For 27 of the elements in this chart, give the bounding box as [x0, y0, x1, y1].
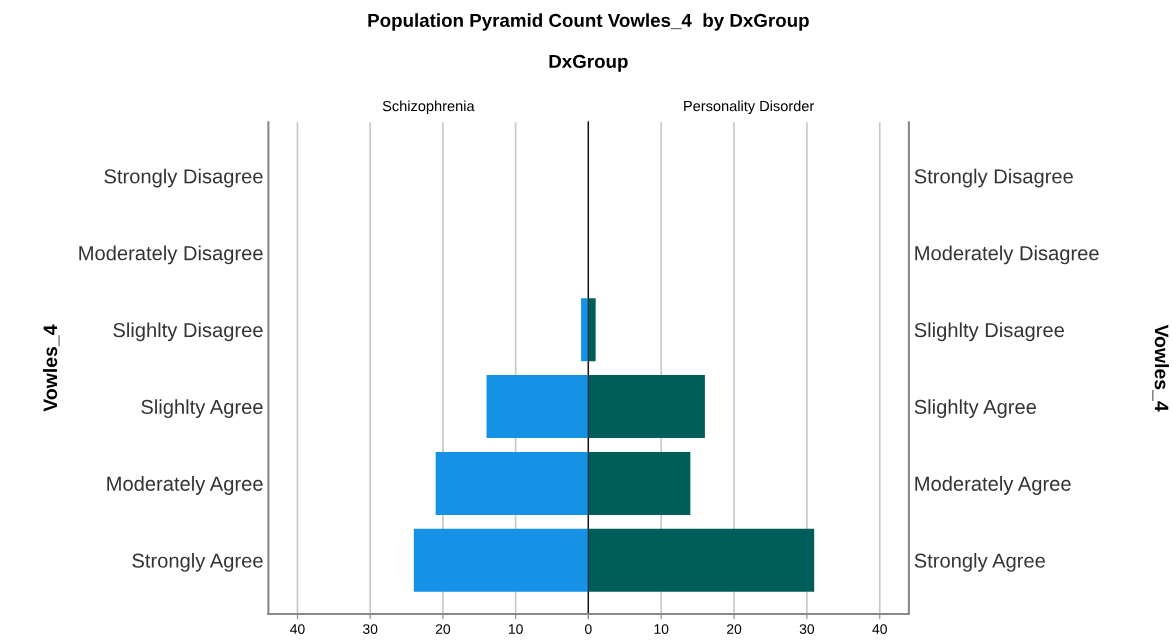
y-tick-label: Strongly Agree — [132, 552, 263, 572]
x-tick-label: 30 — [363, 624, 378, 634]
y2-axis-title: Vowles_4 — [1152, 324, 1169, 412]
y-tick-label: Strongly Disagree — [914, 168, 1073, 188]
text: Personality Disorder — [684, 100, 815, 115]
y-tick-label: Moderately Disagree — [915, 245, 1099, 265]
x-tick-label: 10 — [508, 624, 523, 634]
y-tick-label: Moderately Disagree — [79, 245, 263, 265]
y-tick-label: Strongly Disagree — [104, 168, 263, 188]
y-tick-label: Slighlty Agree — [141, 399, 263, 419]
y-tick-label: Slighlty Disagree — [914, 322, 1064, 342]
y-tick-label: Slighlty Disagree — [113, 322, 263, 342]
x-tick-label: 0 — [585, 624, 592, 634]
text: Schizophrenia — [382, 100, 475, 115]
y-axis-title: Vowles_4 — [42, 324, 60, 412]
x-tick-label: 30 — [799, 624, 815, 634]
y-tick-label: Slighlty Agree — [914, 399, 1036, 419]
y-tick-label: Moderately Agree — [107, 476, 263, 495]
x-tick-label: 10 — [654, 624, 669, 634]
x-tick-label: 20 — [727, 624, 742, 634]
chart-title: Population Pyramid Count Vowles_4 by DxGroup — [368, 13, 809, 31]
y-tick-label: Strongly Agree — [914, 552, 1045, 572]
chart-subtitle: DxGroup — [549, 54, 628, 72]
x-tick-label: 40 — [872, 624, 887, 634]
x-tick-label: 40 — [290, 624, 305, 634]
y-tick-label: Moderately Agree — [915, 476, 1071, 495]
x-tick-label: 20 — [435, 624, 451, 634]
